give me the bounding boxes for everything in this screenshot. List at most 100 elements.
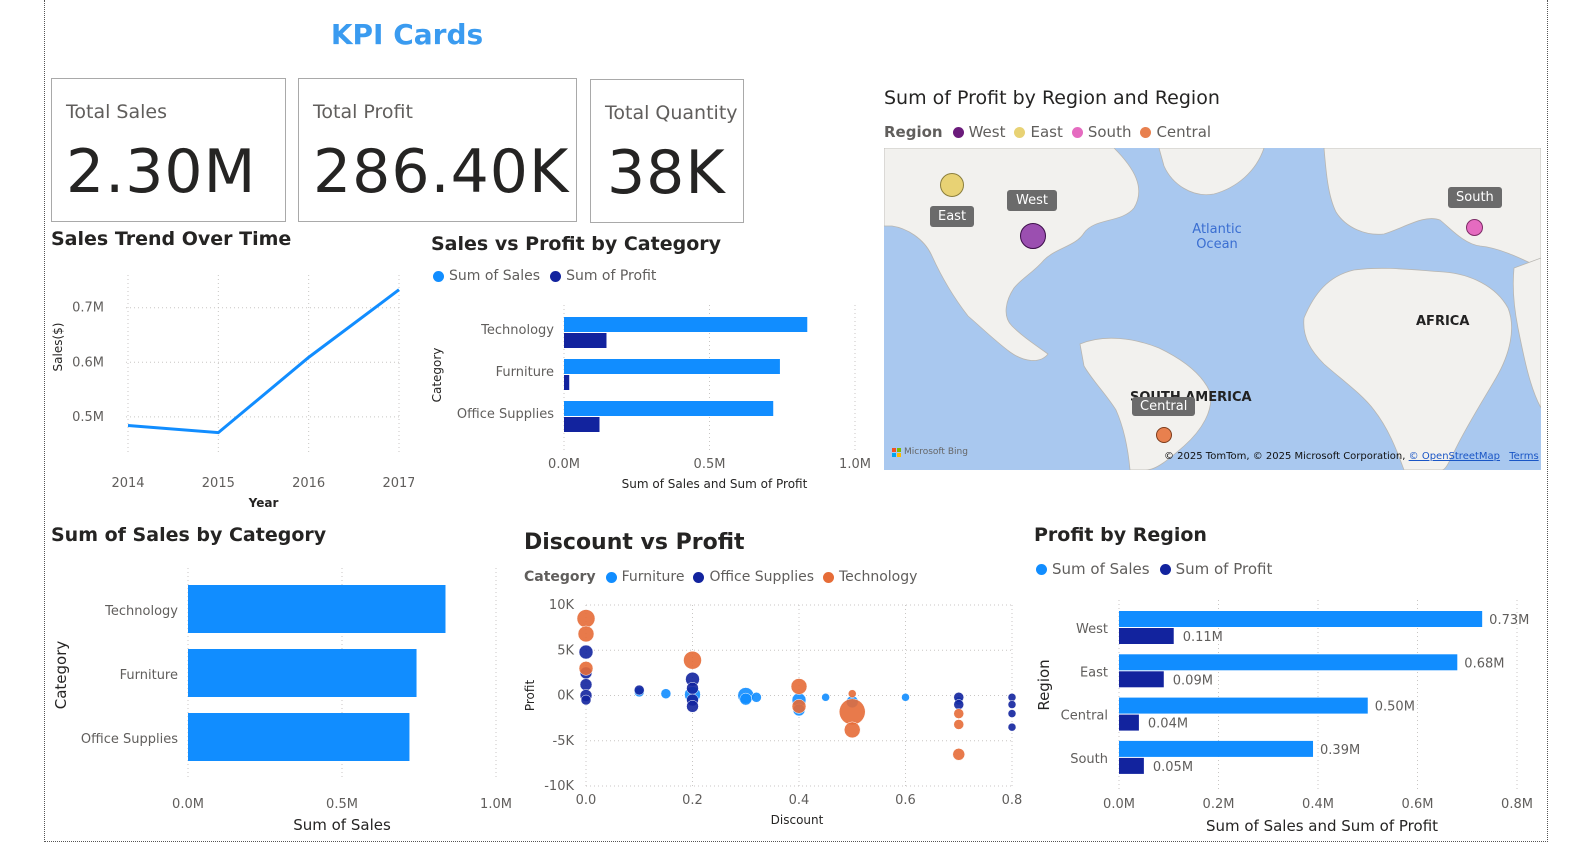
page-title: KPI Cards	[330, 18, 484, 51]
scatter-chart-title: Discount vs Profit	[524, 530, 745, 555]
y-axis-title: Category	[52, 641, 70, 710]
y-tick-label: 10K	[549, 598, 575, 613]
data-label: 0.11M	[1183, 630, 1223, 645]
discount-vs-profit-scatter[interactable]: -10K -5K 0K 5K 10K 0.0 0.2 0.4 0.6 0.8 Discount Pro…	[515, 595, 1025, 830]
scatter-point	[1007, 700, 1017, 709]
scatter-point	[844, 721, 861, 739]
bar-sales	[564, 401, 774, 416]
legend-dot	[1014, 126, 1026, 138]
map-tag-central: Central	[1132, 397, 1196, 416]
x-tick-label: 0.6	[895, 793, 916, 808]
data-label: 0.05M	[1153, 760, 1193, 775]
bar-profit	[1119, 671, 1164, 688]
y-tick-label: Office Supplies	[81, 732, 178, 747]
report-canvas-border	[44, 0, 1548, 842]
bar-profit	[564, 375, 570, 390]
ocean-label: Atlantic Ocean	[1192, 222, 1242, 252]
bar-sales	[188, 713, 410, 761]
scatter-point	[953, 719, 964, 730]
y-axis-title: Sales($)	[51, 323, 65, 372]
scatter-point	[634, 684, 645, 696]
legend-item[interactable]: Central	[1156, 123, 1212, 141]
scatter-point	[578, 644, 594, 660]
map-title: Sum of Profit by Region and Region	[884, 87, 1220, 109]
y-tick-label: -5K	[553, 734, 575, 749]
region-bar-chart-title: Profit by Region	[1034, 524, 1207, 546]
map-tag-east: East	[930, 206, 975, 227]
scatter-point	[578, 661, 594, 676]
legend-item[interactable]: South	[1087, 123, 1132, 141]
sales-by-category-chart[interactable]: 0.0M 0.5M 1.0M Technology Furniture Office Su…	[44, 560, 524, 840]
greenland-shape	[1158, 148, 1265, 196]
ms-logo-icon	[892, 448, 896, 452]
legend-item[interactable]: Sum of Profit	[1175, 560, 1273, 578]
map-bubble-west[interactable]	[1020, 223, 1046, 249]
data-label: 0.73M	[1489, 613, 1529, 628]
y-tick-label: Technology	[104, 604, 178, 619]
bar-sales	[1119, 740, 1314, 757]
legend-item[interactable]: Sum of Profit	[566, 268, 657, 284]
scatter-point	[683, 650, 702, 670]
scatter-point	[1007, 693, 1017, 702]
scatter-point	[791, 699, 807, 714]
y-axis-title: Category	[430, 348, 444, 403]
data-label: 0.09M	[1173, 673, 1213, 688]
map-bubble-central[interactable]	[1156, 427, 1172, 443]
legend-item[interactable]: Sum of Sales	[1052, 560, 1150, 578]
y-tick-label: 0.7M	[72, 301, 104, 316]
bar-profit	[564, 417, 600, 432]
bar-profit	[1119, 714, 1139, 731]
terms-link[interactable]: Terms	[1509, 451, 1539, 462]
kpi-card-total-profit[interactable]: Total Profit 286.40K	[298, 78, 577, 222]
scatter-point	[821, 693, 830, 702]
map-basemap	[884, 148, 1541, 470]
map-attribution: © 2025 TomTom, © 2025 Microsoft Corporat…	[1164, 451, 1539, 462]
scatter-point	[739, 692, 752, 706]
x-tick-label: 2017	[382, 476, 414, 491]
x-axis-title: Sum of Sales and Sum of Profit	[622, 477, 808, 491]
kpi-value: 2.30M	[66, 137, 257, 207]
scatter-point	[848, 689, 857, 698]
profit-by-region-map[interactable]: Atlantic Ocean AFRICA SOUTH AMERICA East…	[884, 148, 1541, 470]
profit-by-region-chart[interactable]: 0.0M 0.2M 0.4M 0.6M 0.8M West 0.73M 0.11M East 0.…	[1030, 590, 1540, 838]
bing-label: Microsoft Bing	[904, 447, 968, 457]
map-bubble-east[interactable]	[940, 173, 964, 197]
data-label: 0.04M	[1148, 717, 1188, 732]
legend-dot	[1159, 563, 1171, 575]
openstreetmap-link[interactable]: © OpenStreetMap	[1408, 451, 1501, 462]
y-tick-label: 0.5M	[72, 410, 104, 425]
kpi-card-total-sales[interactable]: Total Sales 2.30M	[51, 78, 286, 222]
legend-item[interactable]: West	[968, 123, 1006, 141]
legend-dot	[693, 571, 705, 583]
legend-dot	[605, 571, 617, 583]
y-tick-label: Furniture	[496, 365, 554, 380]
map-bubble-south[interactable]	[1466, 219, 1483, 236]
sales-vs-profit-category-chart[interactable]: 0.0M 0.5M 1.0M Technology Furniture Office Su…	[425, 290, 875, 500]
y-tick-label: 5K	[557, 643, 574, 658]
x-tick-label: 0.2M	[1203, 797, 1235, 812]
scatter-point	[953, 699, 964, 710]
kpi-card-total-quantity[interactable]: Total Quantity 38K	[590, 79, 744, 223]
sales-trend-line-chart[interactable]: 0.5M 0.6M 0.7M 2014 2015 2016 2017 Year Sales($)	[44, 255, 414, 515]
map-legend: Region West East South Central	[884, 123, 1211, 141]
y-tick-label: Central	[1061, 709, 1108, 724]
category-bar-chart-title: Sales vs Profit by Category	[431, 233, 722, 255]
legend-item[interactable]: East	[1030, 123, 1063, 141]
x-tick-label: 0.0M	[548, 457, 580, 472]
legend-item[interactable]: Furniture	[621, 569, 685, 585]
kpi-label: Total Sales	[66, 101, 167, 123]
x-tick-label: 0.4M	[1302, 797, 1334, 812]
legend-item[interactable]: Sum of Sales	[449, 268, 541, 284]
data-label: 0.39M	[1320, 743, 1360, 758]
y-tick-label: East	[1080, 665, 1108, 680]
x-tick-label: 0.8	[1002, 793, 1023, 808]
y-tick-label: South	[1070, 752, 1108, 767]
kpi-value: 38K	[607, 138, 726, 208]
x-tick-label: 0.0M	[172, 797, 204, 812]
scatter-point	[576, 609, 596, 628]
legend-item[interactable]: Technology	[839, 569, 918, 585]
x-axis-title: Discount	[771, 813, 824, 827]
legend-item[interactable]: Office Supplies	[709, 569, 814, 585]
x-tick-label: 0.0M	[1103, 797, 1135, 812]
y-axis-title: Region	[1035, 659, 1053, 710]
